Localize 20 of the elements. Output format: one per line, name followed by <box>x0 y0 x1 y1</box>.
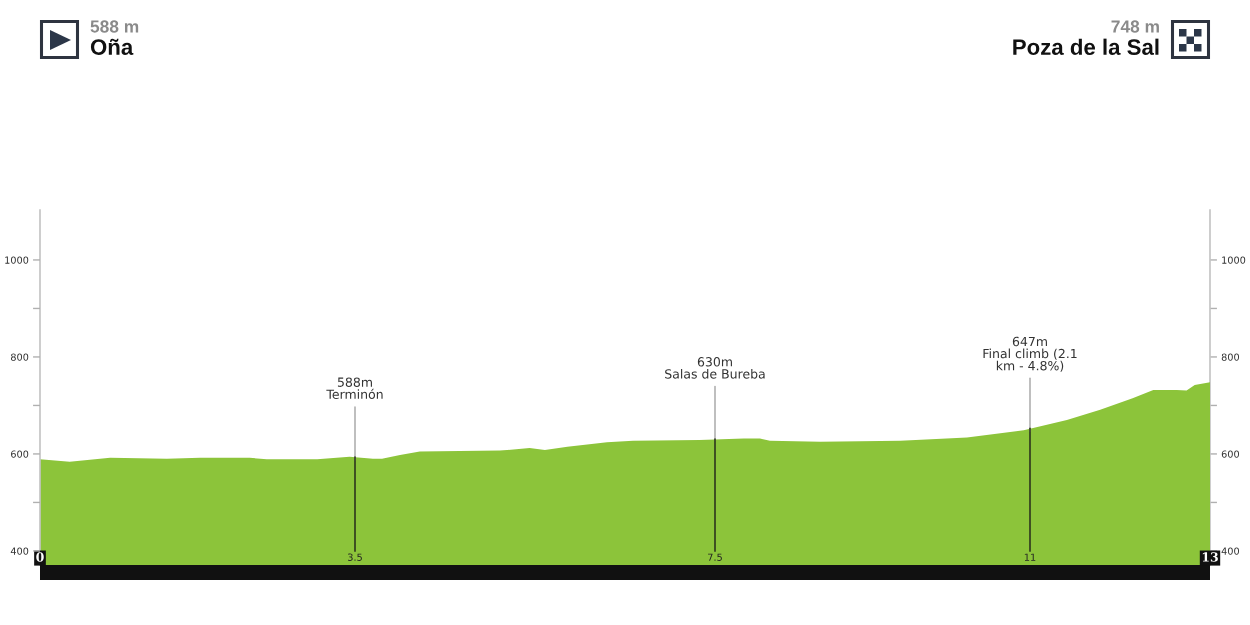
text: Oña <box>90 38 134 55</box>
x-tick-label: 11 <box>1024 553 1036 561</box>
y2-tick-label: 600 <box>1221 450 1240 458</box>
text: 588 m <box>90 20 139 33</box>
y2-tick-label: 400 <box>1221 547 1240 555</box>
y2-tick-label: 800 <box>1221 353 1240 361</box>
x-tick-label: 0 <box>36 552 44 562</box>
y-tick-label: 600 <box>11 450 29 458</box>
text: 748 m <box>1111 20 1159 33</box>
x-tick-label: 13 <box>1202 552 1218 562</box>
y2-tick-label: 1000 <box>1222 256 1246 264</box>
x-tick-label: 7.5 <box>708 553 722 561</box>
text: Poza de la Sal <box>1013 38 1159 55</box>
y-tick-label: 800 <box>10 353 29 361</box>
annotation: 647m Final climb (2.1 km - 4.8%) <box>983 336 1077 372</box>
y-tick-label: 1000 <box>5 256 29 264</box>
annotation: 630m Salas de Bureba <box>665 357 765 379</box>
annotation: 588m Terminón <box>326 377 383 400</box>
x-tick-label: 3.5 <box>348 553 362 561</box>
y-tick-label: 400 <box>10 547 29 555</box>
